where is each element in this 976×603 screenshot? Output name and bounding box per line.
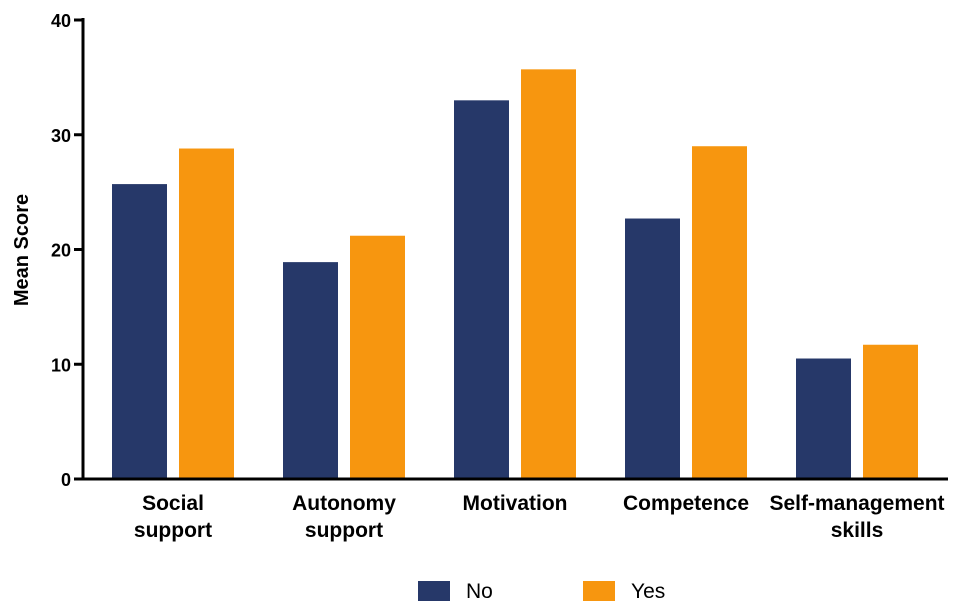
- bars-group: [112, 69, 918, 479]
- y-tick-label: 30: [51, 126, 71, 146]
- x-tick-label: skills: [831, 519, 884, 542]
- bar-yes-1: [350, 235, 405, 479]
- y-tick-label: 20: [51, 241, 71, 261]
- x-tick-label: Competence: [623, 492, 749, 515]
- y-axis-ticks: 0 10 20 30 40: [51, 11, 83, 490]
- bar-yes-0: [179, 148, 234, 479]
- bar-no-3: [625, 218, 680, 479]
- y-tick-label: 0: [61, 470, 71, 490]
- bar-no-0: [112, 184, 167, 479]
- category-labels: Social support Autonomy support Motivation Co…: [134, 492, 945, 542]
- y-tick-label: 10: [51, 355, 71, 375]
- bar-yes-2: [521, 69, 576, 479]
- x-tick-label: Autonomy: [292, 492, 396, 515]
- bar-yes-3: [692, 146, 747, 479]
- legend: No Yes: [418, 580, 665, 603]
- y-axis-title: Mean Score: [11, 194, 33, 306]
- x-tick-label: support: [134, 519, 212, 542]
- legend-swatch-yes: [583, 581, 615, 601]
- legend-label-no: No: [466, 580, 493, 603]
- bar-no-1: [283, 262, 338, 479]
- x-tick-label: Motivation: [463, 492, 568, 515]
- bar-no-4: [796, 358, 851, 479]
- legend-swatch-no: [418, 581, 450, 601]
- legend-label-yes: Yes: [631, 580, 665, 603]
- bar-no-2: [454, 100, 509, 479]
- bar-yes-4: [863, 344, 918, 479]
- x-tick-label: Self-management: [769, 492, 944, 515]
- axes: [81, 18, 948, 481]
- x-tick-label: support: [305, 519, 383, 542]
- y-tick-label: 40: [51, 11, 71, 31]
- x-tick-label: Social: [142, 492, 204, 515]
